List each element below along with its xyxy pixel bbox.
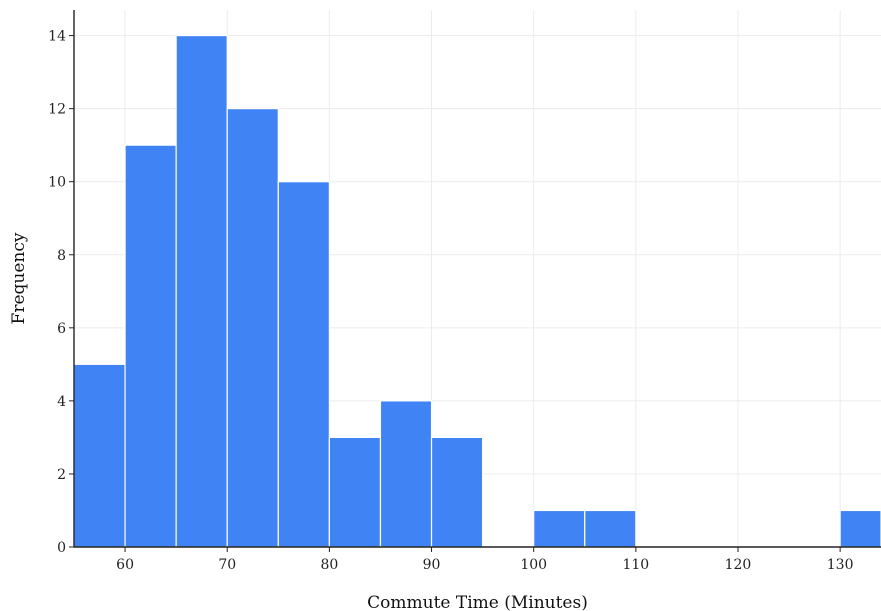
histogram-bar — [73, 363, 126, 548]
y-axis-title: Frequency — [9, 232, 29, 324]
histogram-bar — [226, 108, 279, 548]
x-tick-label: 70 — [218, 557, 236, 573]
histogram-bar — [430, 436, 484, 548]
y-tick-label: 8 — [57, 248, 66, 264]
histogram-bar — [328, 436, 382, 548]
bars-layer — [73, 34, 881, 548]
histogram-bar — [839, 509, 881, 548]
histogram-bar — [124, 144, 177, 548]
y-tick-label: 6 — [57, 321, 66, 337]
y-tick-label: 4 — [57, 394, 66, 410]
x-tick-label: 120 — [725, 557, 752, 573]
x-tick-label: 110 — [622, 557, 649, 573]
x-tick-label: 60 — [116, 557, 134, 573]
histogram-bar — [584, 509, 637, 548]
x-tick-label: 130 — [827, 557, 854, 573]
histogram-bar — [175, 34, 228, 548]
y-tick-label: 12 — [48, 102, 66, 118]
histogram-bar — [379, 400, 433, 548]
y-tick-label: 0 — [57, 540, 66, 556]
histogram-bar — [277, 181, 330, 548]
x-tick-label: 100 — [520, 557, 547, 573]
y-tick-label: 2 — [57, 467, 66, 483]
x-tick-label: 80 — [320, 557, 338, 573]
x-tick-label: 90 — [423, 557, 441, 573]
axes-layer — [73, 10, 881, 548]
histogram-bar — [533, 509, 586, 548]
y-tick-label: 14 — [48, 29, 66, 45]
x-axis-title: Commute Time (Minutes) — [367, 593, 588, 611]
y-tick-label: 10 — [48, 175, 66, 191]
ticks-layer: 0 2 4 6 8 10 12 14 60 70 80 90 100 110 120 130 — [48, 29, 853, 573]
